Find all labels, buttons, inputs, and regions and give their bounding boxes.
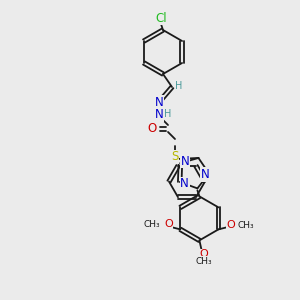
Text: CH₃: CH₃ bbox=[144, 220, 160, 229]
Text: N: N bbox=[154, 95, 164, 109]
Text: Cl: Cl bbox=[155, 11, 167, 25]
Text: O: O bbox=[164, 219, 173, 230]
Text: N: N bbox=[181, 154, 190, 168]
Text: O: O bbox=[226, 220, 235, 230]
Text: CH₃: CH₃ bbox=[238, 221, 254, 230]
Text: S: S bbox=[171, 151, 179, 164]
Text: O: O bbox=[147, 122, 157, 136]
Text: CH₃: CH₃ bbox=[195, 257, 212, 266]
Text: N: N bbox=[180, 177, 189, 190]
Text: N: N bbox=[201, 168, 209, 181]
Text: H: H bbox=[175, 81, 183, 91]
Text: H: H bbox=[164, 109, 172, 119]
Text: O: O bbox=[199, 249, 208, 260]
Text: N: N bbox=[154, 109, 164, 122]
